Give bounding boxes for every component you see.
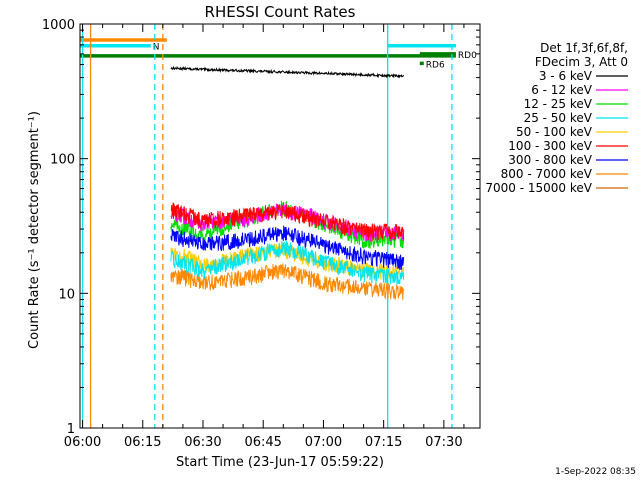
series-line-25-50-kev [170, 240, 405, 285]
footer-timestamp: 1-Sep-2022 08:35 [555, 467, 636, 477]
y-tick-label: 1 [67, 422, 75, 437]
annotation-label: N [153, 43, 160, 53]
x-tick-label: 07:30 [425, 435, 462, 450]
legend-header-line: FDecim 3, Att 0 [535, 55, 628, 69]
legend-entry-label: 50 - 100 keV [516, 125, 593, 139]
annotation-label: RD6 [426, 60, 445, 70]
chart-title: RHESSI Count Rates [205, 3, 356, 21]
x-tick-label: 06:15 [124, 435, 161, 450]
annotation-label: RD0 [458, 51, 477, 61]
legend-entry-label: 25 - 50 keV [524, 111, 593, 125]
series-line-800-7000-kev [170, 263, 405, 301]
y-tick-label: 10 [58, 287, 75, 302]
x-tick-label: 06:45 [244, 435, 281, 450]
x-axis-label: Start Time (23-Jun-17 05:59:22) [176, 455, 384, 470]
y-axis-label: Count Rate (s⁻¹ detector segment⁻¹) [27, 111, 42, 349]
legend-entry-label: 12 - 25 keV [524, 97, 593, 111]
legend-entry-label: 7000 - 15000 keV [485, 181, 592, 195]
x-tick-label: 07:15 [365, 435, 402, 450]
series-line-100-300-kev [170, 202, 405, 242]
legend-entry-label: 6 - 12 keV [531, 83, 593, 97]
legend-entry-label: 800 - 7000 keV [501, 167, 593, 181]
legend-entry-label: 300 - 800 keV [508, 153, 592, 167]
legend-header-line: Det 1f,3f,6f,8f, [540, 41, 628, 55]
x-tick-label: 06:30 [184, 435, 221, 450]
legend-entry-label: 3 - 6 keV [539, 69, 593, 83]
x-tick-label: 07:00 [305, 435, 342, 450]
legend-entry-label: 100 - 300 keV [508, 139, 592, 153]
y-tick-label: 100 [50, 153, 75, 168]
y-tick-label: 1000 [42, 18, 75, 33]
x-tick-label: 06:00 [64, 435, 101, 450]
series-line-12-25-kev [170, 200, 405, 249]
series-line-300-800-kev [170, 225, 405, 270]
series-line-3-6-kev [170, 65, 405, 79]
plot-frame [79, 23, 481, 429]
